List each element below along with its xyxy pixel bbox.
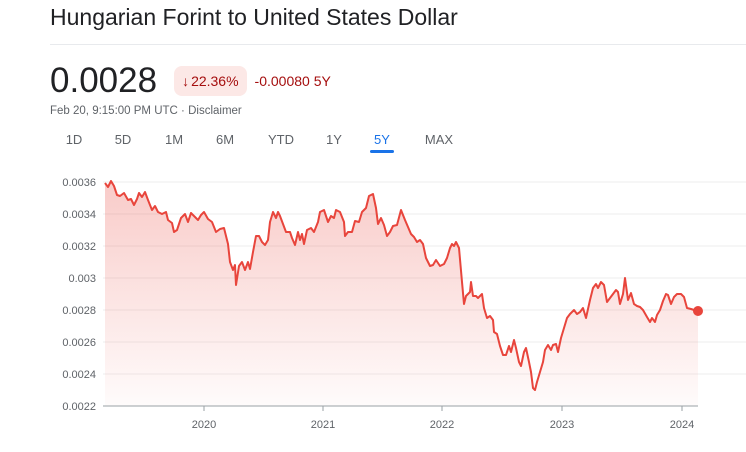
timestamp: Feb 20, 9:15:00 PM UTC (50, 105, 178, 117)
meta-separator: · (177, 105, 189, 117)
tab-ytd[interactable]: YTD (268, 132, 294, 147)
current-price: 0.0028 (50, 61, 158, 100)
x-tick-label: 2023 (550, 419, 574, 431)
price-chart[interactable]: 0.0036 0.0034 0.0032 0.003 0.0028 0.0026… (0, 160, 746, 452)
current-value-dot[interactable] (693, 306, 703, 316)
x-tick-label: 2022 (430, 419, 454, 431)
y-tick-label: 0.0024 (62, 369, 96, 381)
tab-1m[interactable]: 1M (164, 132, 184, 147)
header-divider (50, 44, 746, 45)
price-line (104, 180, 699, 391)
change-percent-badge: ↓ 22.36% (174, 66, 247, 96)
x-tick-label: 2021 (311, 419, 335, 431)
change-percent: 22.36% (191, 73, 239, 89)
y-tick-label: 0.0028 (62, 305, 96, 317)
x-tick-label: 2024 (670, 419, 694, 431)
change-absolute: -0.00080 5Y (255, 73, 331, 89)
y-tick-label: 0.0036 (62, 177, 96, 189)
tab-1d[interactable]: 1D (65, 132, 83, 147)
y-tick-label: 0.0022 (62, 401, 96, 413)
tab-max[interactable]: MAX (424, 132, 454, 147)
tab-1y[interactable]: 1Y (326, 132, 342, 147)
tab-6m[interactable]: 6M (215, 132, 235, 147)
range-tabs: 1D 5D 1M 6M YTD 1Y 5Y MAX (50, 131, 470, 153)
y-tick-label: 0.0032 (62, 241, 96, 253)
disclaimer-link[interactable]: Disclaimer (188, 105, 242, 117)
x-axis: 2020 2021 2022 2023 2024 (103, 405, 698, 431)
quote-row: 0.0028 ↓ 22.36% -0.00080 5Y (50, 62, 331, 100)
change-period: 5Y (313, 73, 331, 89)
y-tick-label: 0.003 (68, 273, 96, 285)
change-absolute-value: -0.00080 (254, 73, 310, 89)
arrow-down-icon: ↓ (182, 73, 190, 89)
tab-5y[interactable]: 5Y (356, 131, 408, 153)
quote-meta: Feb 20, 9:15:00 PM UTC · Disclaimer (50, 105, 242, 117)
y-tick-label: 0.0026 (62, 337, 96, 349)
x-tick-label: 2020 (192, 419, 216, 431)
tab-5d[interactable]: 5D (114, 132, 132, 147)
y-tick-label: 0.0034 (62, 209, 96, 221)
page-title: Hungarian Forint to United States Dollar (50, 4, 458, 30)
y-axis-labels: 0.0036 0.0034 0.0032 0.003 0.0028 0.0026… (62, 177, 96, 413)
